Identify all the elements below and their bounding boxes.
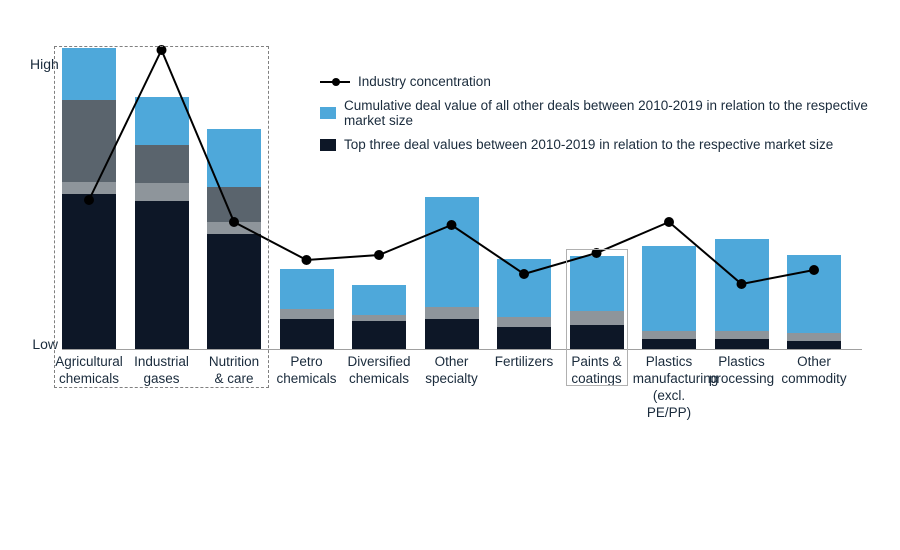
legend-swatch-cumulative bbox=[320, 107, 336, 119]
bar-industrial-gases bbox=[135, 97, 189, 349]
bar-segment bbox=[62, 100, 116, 182]
legend-label: Top three deal values between 2010-2019 … bbox=[344, 137, 833, 152]
y-axis-high-label: High bbox=[30, 56, 58, 72]
bar-segment bbox=[787, 255, 841, 333]
bar-segment bbox=[280, 319, 334, 349]
bar-segment bbox=[62, 182, 116, 194]
bar-segment bbox=[207, 129, 261, 187]
bar-segment bbox=[570, 325, 624, 349]
x-axis-label-industrial-gases: Industrialgases bbox=[125, 354, 198, 388]
bar-paints-coatings bbox=[570, 256, 624, 349]
bar-segment bbox=[280, 269, 334, 309]
legend: Industry concentration Cumulative deal v… bbox=[320, 74, 870, 161]
bar-segment bbox=[207, 234, 261, 349]
bar-segment bbox=[135, 183, 189, 201]
legend-item-cumulative: Cumulative deal value of all other deals… bbox=[320, 98, 870, 128]
x-axis-label-agricultural-chemicals: Agriculturalchemicals bbox=[53, 354, 126, 388]
bar-segment bbox=[497, 259, 551, 317]
bar-segment bbox=[497, 317, 551, 327]
bar-segment bbox=[135, 201, 189, 349]
legend-line-marker bbox=[320, 76, 350, 88]
bar-segment bbox=[352, 285, 406, 315]
x-axis-label-other-specialty: Otherspecialty bbox=[415, 354, 488, 388]
legend-label: Industry concentration bbox=[358, 74, 491, 89]
bar-segment bbox=[280, 309, 334, 319]
x-axis-label-diversified-chemicals: Diversifiedchemicals bbox=[343, 354, 416, 388]
bar-segment bbox=[425, 197, 479, 307]
x-axis-label-petro-chemicals: Petrochemicals bbox=[270, 354, 343, 388]
bar-agricultural-chemicals bbox=[62, 48, 116, 349]
y-axis-low-label: Low bbox=[30, 336, 58, 352]
bar-segment bbox=[642, 339, 696, 349]
bar-segment bbox=[352, 321, 406, 349]
bar-segment bbox=[425, 307, 479, 319]
bar-nutrition-care bbox=[207, 129, 261, 349]
bar-plastics-processing bbox=[715, 239, 769, 349]
x-axis-label-plastics-manufacturing: Plasticsmanufacturing(excl. PE/PP) bbox=[633, 354, 706, 422]
bar-segment bbox=[570, 311, 624, 325]
bar-segment bbox=[787, 341, 841, 349]
legend-item-top3: Top three deal values between 2010-2019 … bbox=[320, 137, 870, 152]
bar-segment bbox=[642, 331, 696, 339]
x-axis-label-nutrition-care: Nutrition& care bbox=[198, 354, 271, 388]
chart-container: High Low Industry concentration Cumulati… bbox=[30, 40, 870, 510]
bar-other-commodity bbox=[787, 255, 841, 349]
x-axis-label-plastics-processing: Plasticsprocessing bbox=[705, 354, 778, 388]
bar-segment bbox=[62, 194, 116, 349]
bar-segment bbox=[207, 187, 261, 222]
x-axis-label-other-commodity: Othercommodity bbox=[778, 354, 851, 388]
x-axis-label-fertilizers: Fertilizers bbox=[488, 354, 561, 371]
bar-segment bbox=[715, 331, 769, 339]
bar-segment bbox=[135, 145, 189, 183]
bar-segment bbox=[642, 246, 696, 331]
legend-swatch-top3 bbox=[320, 139, 336, 151]
x-axis-label-paints-coatings: Paints &coatings bbox=[560, 354, 633, 388]
bar-plastics-manufacturing bbox=[642, 246, 696, 349]
bar-segment bbox=[425, 319, 479, 349]
bar-segment bbox=[62, 48, 116, 100]
bar-segment bbox=[135, 97, 189, 145]
bar-segment bbox=[207, 222, 261, 234]
bar-petro-chemicals bbox=[280, 269, 334, 349]
bar-other-specialty bbox=[425, 197, 479, 349]
bar-segment bbox=[352, 315, 406, 321]
legend-item-line: Industry concentration bbox=[320, 74, 870, 89]
bar-segment bbox=[715, 239, 769, 331]
bar-segment bbox=[787, 333, 841, 341]
bar-segment bbox=[497, 327, 551, 349]
bar-fertilizers bbox=[497, 259, 551, 349]
bar-diversified-chemicals bbox=[352, 285, 406, 349]
legend-label: Cumulative deal value of all other deals… bbox=[344, 98, 870, 128]
bar-segment bbox=[570, 256, 624, 311]
bar-segment bbox=[715, 339, 769, 349]
